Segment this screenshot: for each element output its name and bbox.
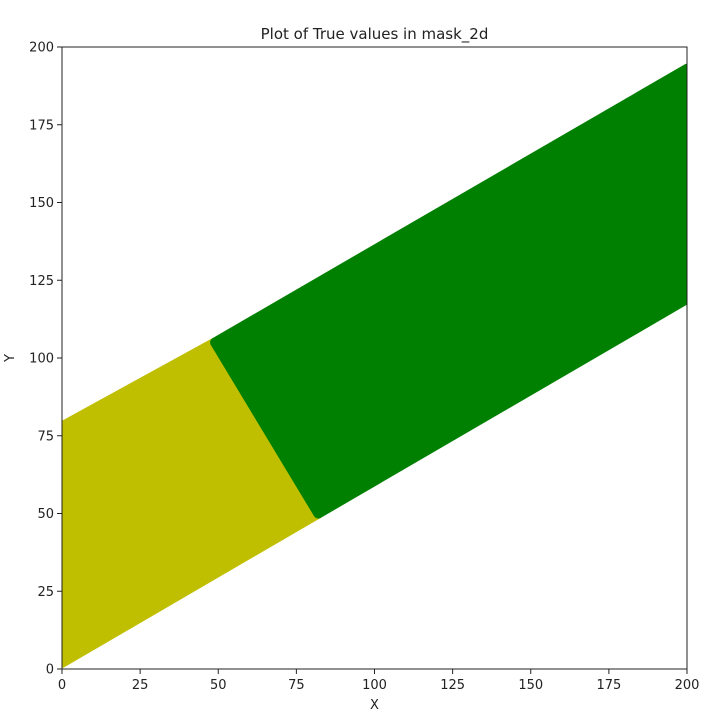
y-tick-label: 125 [29, 274, 54, 289]
x-tick-label: 125 [440, 678, 465, 693]
x-tick-label: 200 [675, 678, 700, 693]
y-axis: 0 25 50 75 100 125 150 175 200 [29, 41, 62, 678]
x-tick-label: 175 [596, 678, 621, 693]
x-axis: 0 25 50 75 100 125 150 175 200 [58, 669, 700, 693]
x-axis-label: X [370, 698, 379, 713]
y-tick-label: 200 [29, 41, 54, 56]
chart-title: Plot of True values in mask_2d [261, 25, 489, 44]
series-layer [62, 63, 687, 668]
x-tick-label: 150 [518, 678, 543, 693]
y-tick-label: 150 [29, 196, 54, 211]
y-tick-label: 50 [37, 507, 54, 522]
x-tick-label: 50 [210, 678, 227, 693]
y-tick-label: 0 [46, 663, 54, 678]
y-tick-label: 25 [37, 585, 54, 600]
y-axis-label: Y [3, 354, 18, 363]
y-tick-label: 75 [37, 429, 54, 444]
y-tick-label: 100 [29, 352, 54, 367]
x-tick-label: 25 [132, 678, 149, 693]
y-tick-label: 175 [29, 118, 54, 133]
series-2-region [210, 63, 687, 519]
x-tick-label: 75 [288, 678, 305, 693]
x-tick-label: 100 [362, 678, 387, 693]
x-tick-label: 0 [58, 678, 66, 693]
